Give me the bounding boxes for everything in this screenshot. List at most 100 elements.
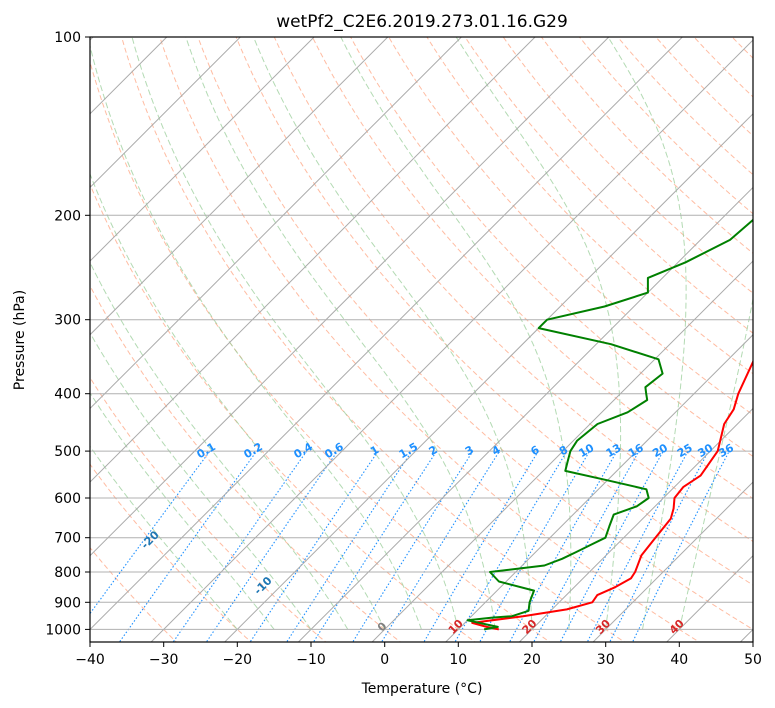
mixing-ratio-label: 25 xyxy=(675,441,695,460)
isotherm-line xyxy=(223,113,753,642)
mixing-ratio-label: 6 xyxy=(528,443,541,458)
dry-adiabat-label: 30 xyxy=(593,617,613,637)
dry-adiabat-line xyxy=(311,37,753,500)
isotherm-line xyxy=(150,39,753,642)
dry-adiabat-line xyxy=(273,37,753,543)
isotherm-line xyxy=(90,37,315,262)
dry-adiabat-line xyxy=(90,463,252,642)
mixing-ratio-line xyxy=(286,450,413,642)
mixing-ratio-label: 20 xyxy=(650,441,670,460)
isotherm-line xyxy=(90,37,610,557)
moist-adiabat-line xyxy=(252,37,533,630)
moist-adiabat-line xyxy=(455,37,622,630)
moist-adiabat-line xyxy=(340,37,572,630)
dry-adiabat-label: 10 xyxy=(446,617,466,637)
x-tick-label: 40 xyxy=(670,652,688,668)
y-tick-label: 800 xyxy=(54,565,81,581)
profile-series xyxy=(466,218,753,631)
y-tick-label: 900 xyxy=(54,595,81,611)
mixing-ratio-line xyxy=(312,450,438,642)
mixing-ratio-line xyxy=(479,450,591,642)
y-axis-label: Pressure (hPa) xyxy=(12,290,28,390)
dry-adiabat-line xyxy=(578,37,753,215)
dry-adiabat-line xyxy=(757,24,775,645)
isotherm-line xyxy=(90,37,389,336)
mixing-ratio-label: 0.6 xyxy=(322,440,346,461)
dry-adiabat-line xyxy=(426,37,753,375)
moist-adiabat-line xyxy=(607,37,687,630)
isotherm-line xyxy=(90,37,684,631)
moist-adiabat-line xyxy=(90,261,349,630)
moist-adiabat-line xyxy=(131,37,459,630)
y-tick-label: 1000 xyxy=(45,622,81,638)
y-tick-label: 200 xyxy=(54,208,81,224)
mixing-ratio-label: 0.4 xyxy=(291,440,315,461)
mixing-ratio-line xyxy=(380,450,500,642)
x-axis-ticks: −40 −30 −20 −10 0 10 20 30 40 50 xyxy=(75,642,762,668)
dry-adiabat-line xyxy=(655,37,753,137)
isotherm-line xyxy=(518,407,753,642)
moist-adiabat-line xyxy=(90,445,238,630)
mixing-ratio-label: 0.1 xyxy=(195,440,218,461)
mixing-ratio-line xyxy=(609,450,709,642)
x-tick-label: 20 xyxy=(523,652,541,668)
dry-adiabat-label: -30 xyxy=(33,477,56,500)
y-tick-label: 300 xyxy=(54,313,81,329)
temperature-line xyxy=(471,359,753,631)
dry-adiabat-line xyxy=(693,37,753,98)
y-tick-label: 400 xyxy=(54,387,81,403)
x-tick-label: −30 xyxy=(149,652,179,668)
y-tick-label: 600 xyxy=(54,491,81,507)
moist-adiabat-line xyxy=(185,37,496,630)
mixing-ratio-label: 1.5 xyxy=(397,440,420,461)
x-tick-label: −10 xyxy=(296,652,326,668)
moist-adiabat-line xyxy=(90,331,312,630)
mixing-ratio-label: 4 xyxy=(490,443,503,458)
isotherm-line xyxy=(739,628,753,642)
line-labels: 0.10.20.40.611.52346810131620253036-100-… xyxy=(33,440,737,637)
background-lines xyxy=(90,24,775,645)
x-tick-label: 0 xyxy=(380,652,389,668)
mixing-ratio-line xyxy=(423,450,539,642)
dry-adiabat-line xyxy=(90,183,476,642)
isotherm-line xyxy=(90,37,536,483)
moist-adiabat-line xyxy=(678,296,753,630)
dry-adiabat-line xyxy=(731,37,753,59)
dry-adiabat-line xyxy=(235,37,753,586)
dry-adiabat-line xyxy=(121,37,626,642)
mixing-ratio-label: 10 xyxy=(576,441,596,460)
x-tick-label: 50 xyxy=(744,652,762,668)
dry-adiabat-line xyxy=(159,37,701,642)
mixing-ratio-line xyxy=(559,450,664,642)
dry-adiabat-line xyxy=(197,37,753,630)
y-tick-label: 100 xyxy=(54,30,81,46)
isotherm-line xyxy=(297,186,753,642)
mixing-ratio-line xyxy=(205,450,338,642)
x-tick-label: 10 xyxy=(449,652,467,668)
y-axis-ticks: 100 200 300 400 500 600 700 800 900 1000 xyxy=(45,30,90,638)
moist-adiabat-line xyxy=(90,43,422,630)
mixing-ratio-line xyxy=(118,450,258,642)
dry-adiabat-line xyxy=(90,284,402,642)
dry-adiabat-label: -20 xyxy=(139,528,162,551)
isotherm-line xyxy=(665,555,753,642)
moist-adiabat-line xyxy=(90,391,275,630)
isotherm-line xyxy=(371,260,753,642)
dry-adiabat-label: 40 xyxy=(667,617,687,637)
x-tick-label: −20 xyxy=(223,652,253,668)
isotherm-line xyxy=(444,334,753,642)
moist-adiabat-line xyxy=(90,172,386,630)
chart-title: wetPf2_C2E6.2019.273.01.16.G29 xyxy=(276,12,568,32)
isotherm-line xyxy=(90,37,242,189)
dry-adiabat-line xyxy=(350,37,753,458)
plot-frame xyxy=(89,36,754,643)
x-axis-label: Temperature (°C) xyxy=(361,681,483,697)
mixing-ratio-line xyxy=(454,450,568,642)
mixing-ratio-line xyxy=(586,450,689,642)
dewpoint-line xyxy=(466,218,753,631)
y-tick-label: 700 xyxy=(54,531,81,547)
dry-adiabat-label: 20 xyxy=(520,617,540,637)
mixing-ratio-label: 16 xyxy=(626,441,646,460)
mixing-ratio-line xyxy=(172,450,308,642)
